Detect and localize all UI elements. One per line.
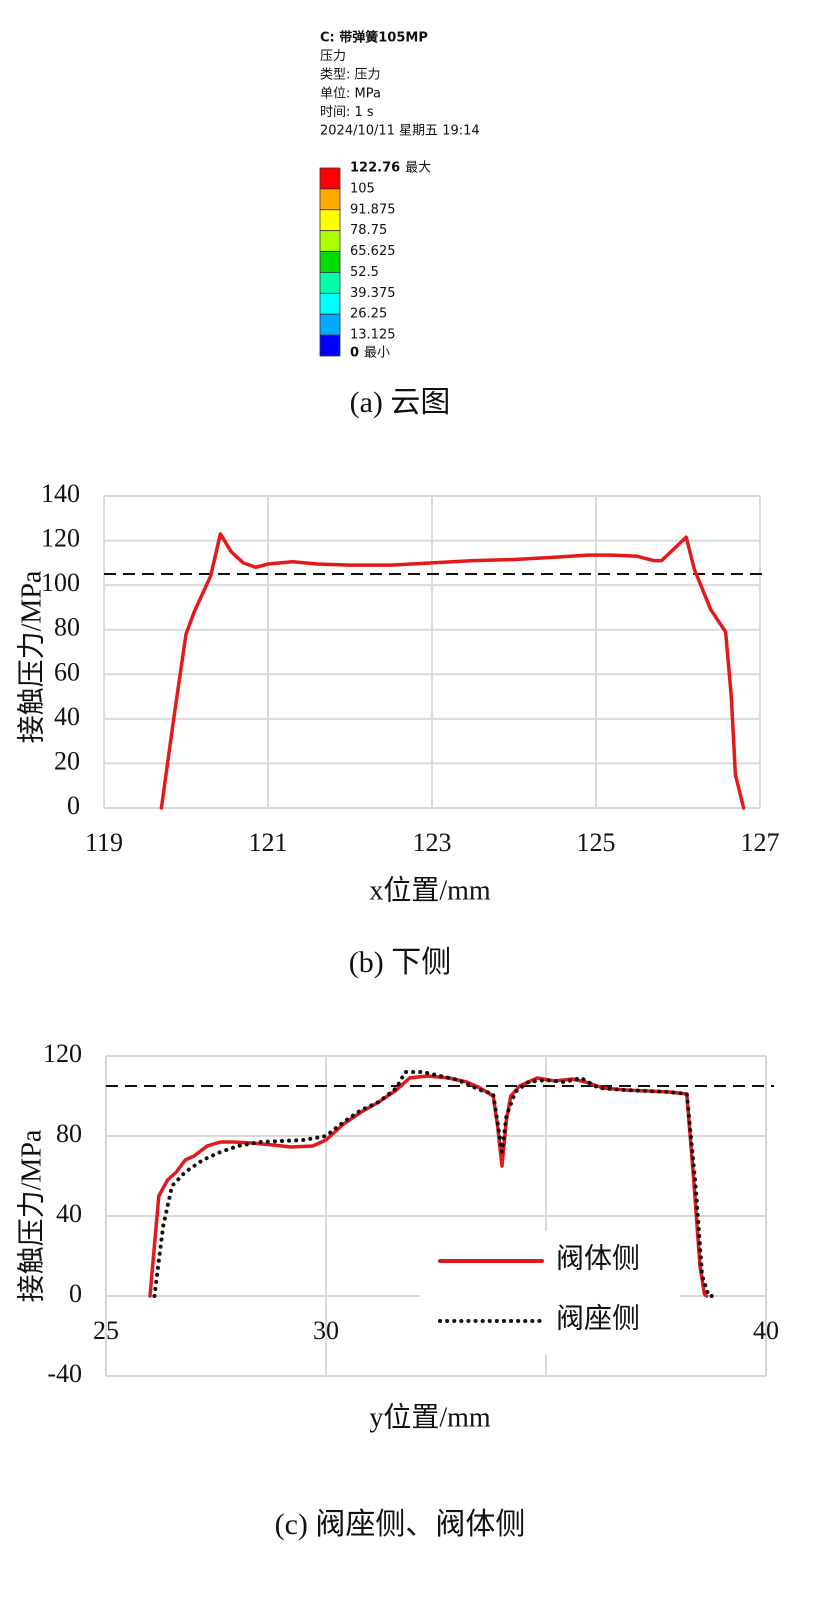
level-label: 26.25 [350,307,387,322]
color-box [319,292,341,315]
x-tick-label: 125 [577,828,616,857]
y-axis-label: 接触压力/MPa [15,570,47,743]
y-tick-label: 0 [69,1279,82,1308]
x-tick-label: 127 [741,828,780,857]
y-tick-label: 40 [56,1199,82,1228]
y-tick-label: 80 [54,613,80,642]
y-tick-label: 60 [54,657,80,686]
legend-label: 阀座侧 [556,1302,640,1334]
caption: (b) 下侧 [349,946,451,979]
level-label: 91.875 [350,202,396,217]
level-label: 105 [350,181,375,196]
level-label: 0 [350,346,359,361]
header-line: 单位: MPa [320,86,381,101]
color-box [319,334,341,357]
y-tick-label: 80 [56,1119,82,1148]
color-box [319,209,341,232]
max-label: 最大 [405,161,431,176]
x-axis-label: x位置/mm [369,874,491,906]
x-tick-label: 121 [249,828,288,857]
level-label: 39.375 [350,286,396,301]
x-tick-label: 40 [753,1316,779,1345]
x-tick-label: 123 [413,828,452,857]
y-tick-label: 140 [41,479,80,508]
x-tick-label: 25 [93,1316,119,1345]
data-line [152,1070,718,1298]
color-box [319,167,341,190]
color-box [319,313,341,336]
header-line: 压力 [320,49,346,64]
level-label: 65.625 [350,244,396,259]
y-axis-label: 接触压力/MPa [15,1129,47,1302]
header-line: 类型: 压力 [320,68,381,83]
y-tick-label: 120 [41,524,80,553]
y-tick-label: 120 [43,1039,82,1068]
color-box [319,230,341,252]
y-tick-label: 0 [67,791,80,820]
header-line: C: 带弹簧105MP [320,30,428,46]
level-label: 13.125 [350,328,396,343]
level-label: 52.5 [350,265,379,280]
level-label: 122.76 [350,161,400,176]
caption: (a) 云图 [350,386,451,419]
min-label: 最小 [364,346,390,361]
x-tick-label: 119 [85,828,123,857]
color-box [319,188,341,211]
header-line: 2024/10/11 星期五 19:14 [320,124,480,139]
caption: (c) 阀座侧、阀体侧 [275,1508,526,1541]
y-tick-label: 20 [54,746,80,775]
y-tick-label: -40 [47,1359,82,1388]
color-box [319,251,341,273]
level-label: 78.75 [350,223,387,238]
y-tick-label: 40 [54,702,80,731]
y-tick-label: 100 [41,568,80,597]
header-line: 时间: 1 s [320,105,374,120]
data-line [159,532,746,810]
legend-box [420,1231,680,1355]
color-box [319,272,341,294]
x-axis-label: y位置/mm [369,1401,491,1433]
x-tick-label: 30 [313,1316,339,1345]
legend-label: 阀体侧 [556,1242,640,1274]
